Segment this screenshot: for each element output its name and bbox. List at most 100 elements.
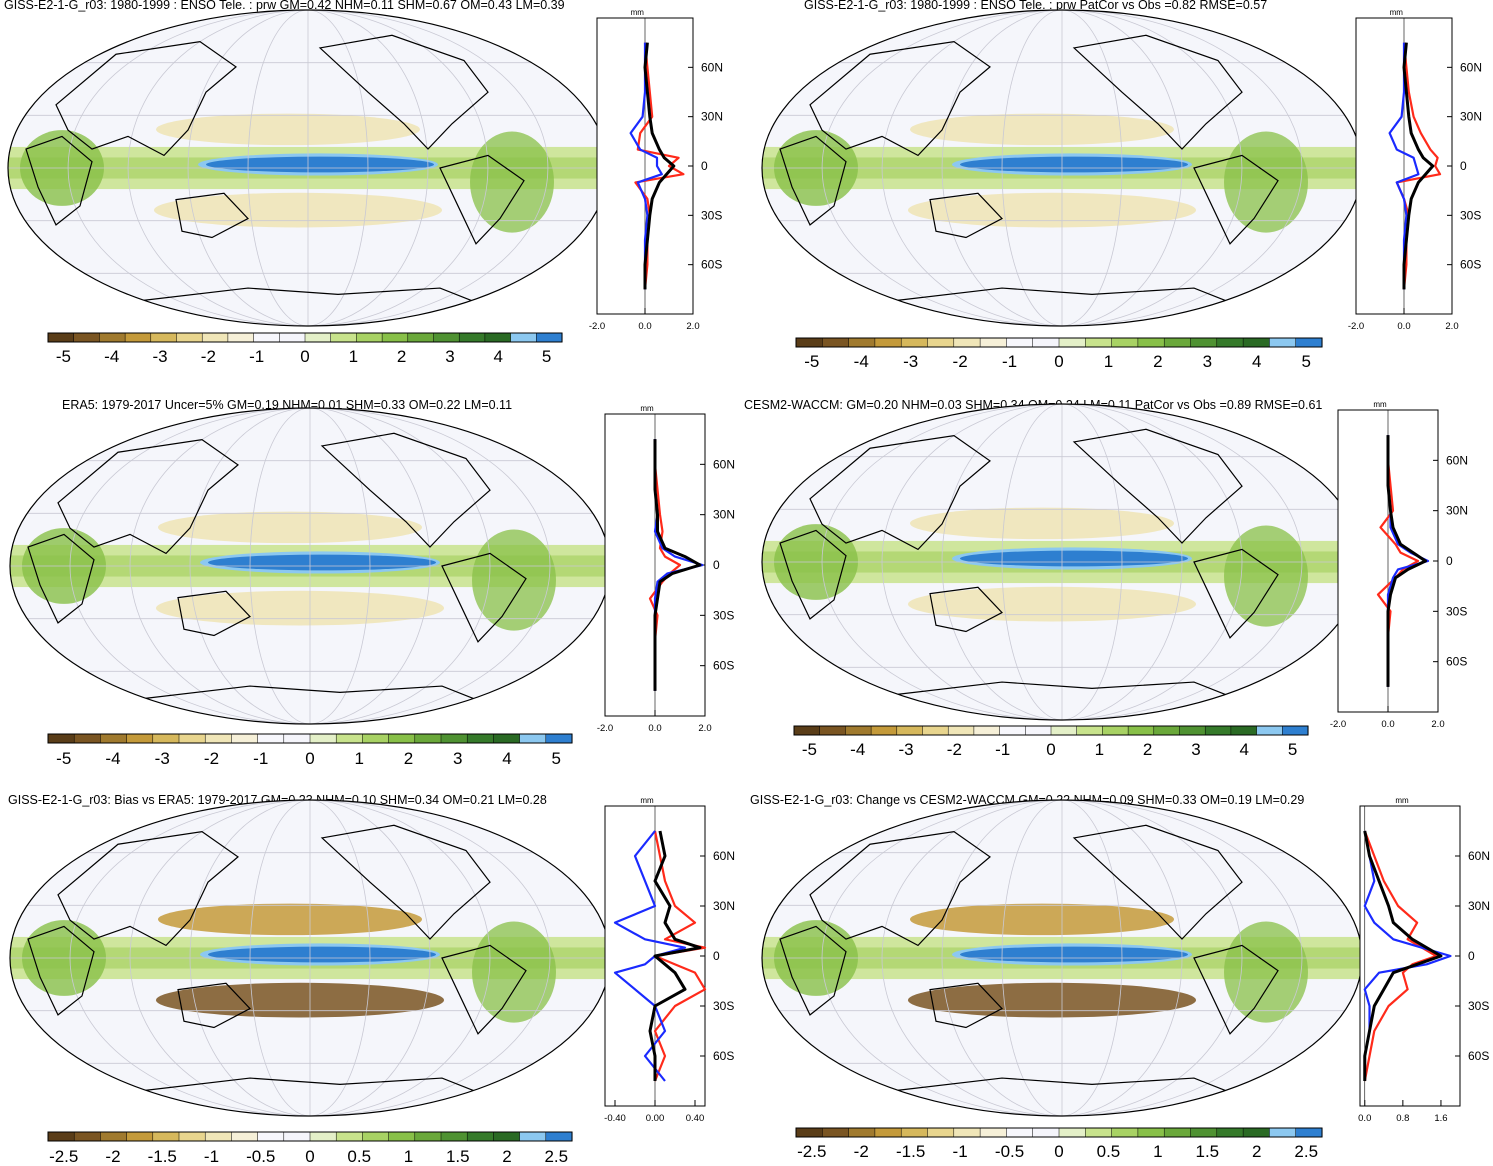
colorbar-cell xyxy=(231,1131,259,1142)
colorbar-cell xyxy=(73,733,101,744)
colorbar-label: 1 xyxy=(1104,352,1113,371)
colorbar: -5 -4 -3 -2 -1 0 1 2 3 4 5 xyxy=(47,332,563,366)
colorbar-cell xyxy=(381,332,409,343)
y-tick-label: 0 xyxy=(1468,949,1475,963)
meridian-line xyxy=(1061,404,1243,720)
colorbar-cell xyxy=(47,1131,75,1142)
ref-line xyxy=(629,42,663,290)
graticule xyxy=(10,800,610,1116)
colorbar-cell xyxy=(204,1131,232,1142)
x-tick-label: -2.0 xyxy=(589,321,605,332)
colorbar-cell xyxy=(330,332,357,343)
y-tick-label: 0 xyxy=(713,558,720,572)
model-line xyxy=(1363,830,1443,1081)
colorbar-cell xyxy=(204,733,232,744)
colorbar-cell xyxy=(1111,337,1139,348)
continent-outline xyxy=(1193,548,1279,639)
colorbar-frame xyxy=(795,1127,1323,1138)
colorbar: -5 -4 -3 -2 -1 0 1 2 3 4 5 xyxy=(793,725,1309,759)
colorbar-label: -2 xyxy=(854,1142,869,1161)
colorbar-cell xyxy=(519,733,547,744)
colorbar-label: 4 xyxy=(1240,740,1249,759)
colorbar-label: -2.5 xyxy=(49,1147,78,1166)
model-line xyxy=(653,439,702,691)
colorbar-cell xyxy=(1025,725,1052,736)
colorbar-label: 1 xyxy=(404,1147,413,1166)
meridian-line xyxy=(821,800,1063,1116)
continent-outline xyxy=(139,287,489,308)
colorbar-cell xyxy=(466,733,494,744)
colorbar-cell xyxy=(953,1127,981,1138)
colorbar-label: 2 xyxy=(1252,1142,1261,1161)
meridian-line xyxy=(309,408,371,724)
panel-title: ERA5: 1979-2017 Uncer=5% GM=0.19 NHM=0.0… xyxy=(62,398,513,412)
colorbar-cell xyxy=(440,733,468,744)
colorbar-cell xyxy=(414,1131,442,1142)
colorbar-cell xyxy=(1111,1127,1139,1138)
colorbar-cell xyxy=(150,332,178,343)
colorbar-cell xyxy=(414,733,442,744)
colorbar-cell xyxy=(900,337,929,348)
field-south-subtropics xyxy=(154,192,442,228)
continent-outline xyxy=(1072,428,1243,544)
colorbar-cell xyxy=(1058,1127,1086,1138)
colorbar-label: -5 xyxy=(56,749,71,768)
field-south-america xyxy=(472,921,556,1023)
y-tick-label: 0 xyxy=(713,949,720,963)
meridian-line xyxy=(307,10,549,326)
field-south-subtropics xyxy=(908,982,1196,1018)
meridian-line xyxy=(1061,10,1303,326)
colorbar-label: -4 xyxy=(854,352,869,371)
colorbar-cell xyxy=(510,332,537,343)
colorbar-label: 0.5 xyxy=(1097,1142,1121,1161)
x-tick-label: -2.0 xyxy=(597,723,613,734)
colorbar-cell xyxy=(126,733,154,744)
colorbar-label: 3 xyxy=(445,347,454,366)
meridian-line xyxy=(69,408,311,724)
profile-frame xyxy=(1359,805,1461,1107)
panel-title: GISS-E2-1-G_r03: 1980-1999 : ENSO Tele. … xyxy=(804,0,1268,12)
colorbar-label: -1.5 xyxy=(148,1147,177,1166)
colorbar-cell xyxy=(545,733,573,744)
colorbar-label: 0 xyxy=(1054,1142,1063,1161)
meridian-line xyxy=(307,10,489,326)
colorbar-label: 0 xyxy=(300,347,309,366)
colorbar-cell xyxy=(900,1127,929,1138)
colorbar-label: 2 xyxy=(1143,740,1152,759)
colorbar-label: 1 xyxy=(1153,1142,1162,1161)
y-tick-label: 30N xyxy=(713,508,735,522)
world-map xyxy=(761,9,1363,327)
colorbar-cell xyxy=(927,1127,955,1138)
meridian-line xyxy=(309,408,431,724)
coastlines xyxy=(27,432,527,706)
colorbar-cell xyxy=(335,1131,363,1142)
meridian-line xyxy=(1061,404,1123,720)
colorbar-cell xyxy=(870,725,898,736)
y-tick-label: 60S xyxy=(701,258,722,272)
colorbar-label: -1 xyxy=(1002,352,1017,371)
coastlines xyxy=(779,428,1279,702)
colorbar-cell xyxy=(973,725,1001,736)
continent-outline xyxy=(1072,34,1243,150)
coastlines xyxy=(27,824,527,1098)
continent-outline xyxy=(55,40,237,157)
meridian-line xyxy=(189,408,311,724)
field-pacific-core xyxy=(960,946,1188,963)
y-tick-label: 30N xyxy=(713,899,735,913)
profile-unit: mm xyxy=(1373,400,1387,409)
colorbar-label: -5 xyxy=(56,347,71,366)
continent-outline xyxy=(441,944,527,1035)
colorbar-cell xyxy=(1085,1127,1113,1138)
colorbar: -5 -4 -3 -2 -1 0 1 2 3 4 5 xyxy=(47,733,573,768)
colorbar-cell xyxy=(1256,725,1283,736)
colorbar-cell xyxy=(309,733,337,744)
colorbar-cell xyxy=(1137,1127,1165,1138)
colorbar-cell xyxy=(999,725,1026,736)
meridian-line xyxy=(307,10,429,326)
colorbar-frame xyxy=(795,337,1323,348)
graticule xyxy=(762,800,1362,1116)
colorbar-label: -4 xyxy=(850,740,865,759)
x-tick-label: 2.0 xyxy=(698,723,711,734)
colorbar-frame xyxy=(47,1131,573,1142)
colorbar-cell xyxy=(896,725,924,736)
